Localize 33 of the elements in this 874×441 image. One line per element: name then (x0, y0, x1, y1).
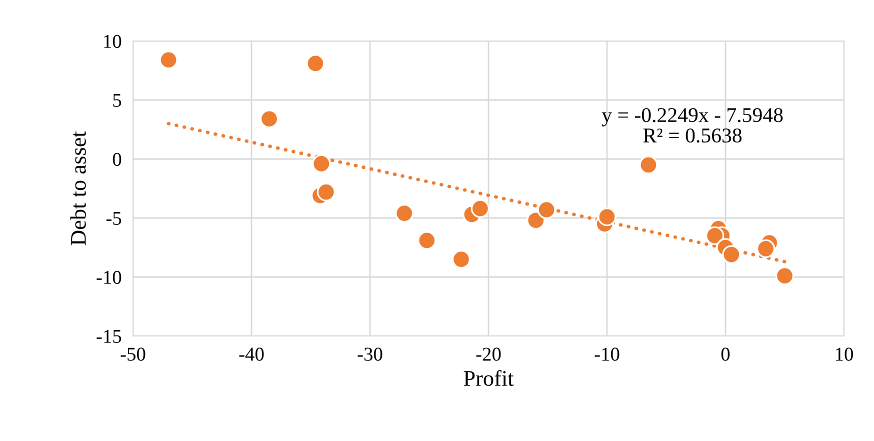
x-tick-label: 10 (836, 348, 853, 361)
point (316, 182, 336, 202)
point (260, 110, 279, 128)
point (470, 199, 490, 218)
y-tick-label: 5 (113, 94, 122, 107)
x-tick-label: -20 (476, 348, 501, 361)
x-tick-label: 0 (721, 348, 730, 361)
point (722, 245, 741, 264)
point (418, 231, 436, 250)
x-tick-label: -40 (239, 348, 264, 361)
point (537, 200, 556, 220)
y-tick-label: -15 (96, 330, 122, 343)
point (639, 156, 658, 174)
x-tick-label: -10 (594, 348, 620, 361)
x-axis-title: Profit (464, 370, 514, 386)
point (395, 204, 414, 223)
y-tick-label: -10 (96, 270, 122, 284)
point (756, 239, 776, 258)
point (598, 207, 616, 226)
point (306, 54, 325, 73)
x-tick-label: -30 (358, 348, 382, 361)
point (312, 154, 331, 174)
point (526, 211, 546, 230)
annotation: y = -0.2249x - 7.5948 R² = 0.5638 (602, 108, 783, 143)
y-axis-title: Debt to asset (70, 131, 86, 246)
point (159, 50, 178, 70)
y-tick-label: 0 (112, 152, 122, 166)
point (705, 226, 724, 246)
y-tick-label: -5 (106, 212, 122, 225)
x-tick-label: -50 (120, 348, 146, 361)
y-tick-label: 10 (104, 34, 122, 48)
point (775, 266, 794, 286)
point (452, 250, 471, 269)
